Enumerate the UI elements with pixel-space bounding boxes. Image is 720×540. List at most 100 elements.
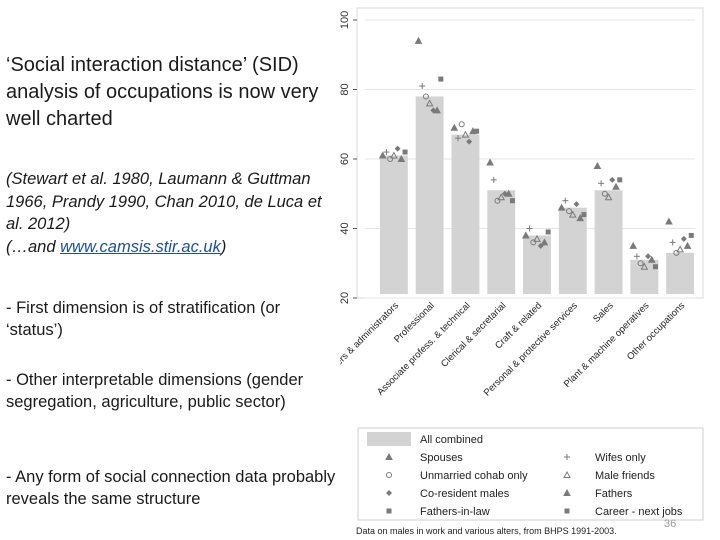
data-point: [450, 123, 459, 131]
data-point: [545, 229, 551, 235]
data-point: [386, 472, 392, 478]
data-point: [633, 253, 640, 260]
y-tick-label: 20: [340, 292, 351, 304]
data-point: [509, 198, 515, 204]
data-point: [604, 193, 613, 201]
data-point: [652, 264, 658, 270]
data-point: [474, 128, 480, 134]
legend-label: Spouses: [420, 452, 463, 464]
data-point: [601, 190, 608, 197]
data-point: [680, 235, 687, 242]
data-point: [497, 193, 506, 201]
camsis-link[interactable]: www.camsis.stir.ac.uk: [60, 237, 221, 256]
data-point: [402, 149, 408, 155]
data-point: [466, 138, 473, 145]
bar: [487, 190, 516, 294]
data-point: [557, 203, 566, 211]
legend-label: Wifes only: [595, 452, 646, 464]
data-point: [688, 232, 694, 238]
data-point: [455, 135, 462, 142]
legend-label: Male friends: [595, 470, 655, 482]
data-point: [419, 83, 426, 90]
data-point: [647, 255, 656, 263]
data-point: [521, 231, 530, 239]
data-point: [386, 490, 392, 496]
data-point: [564, 454, 570, 460]
bar: [379, 155, 408, 294]
bullet-social-connection: - Any form of social connection data pro…: [6, 468, 336, 508]
data-point: [461, 130, 470, 138]
data-point: [576, 214, 585, 222]
legend-box: [357, 427, 704, 521]
data-point: [563, 488, 571, 496]
bar: [558, 207, 587, 294]
data-point: [581, 212, 587, 218]
legend-label: Co-resident males: [420, 488, 510, 500]
data-point: [669, 239, 676, 246]
bar: [415, 96, 444, 294]
citation-block: (Stewart et al. 1980, Laumann & Guttman …: [6, 168, 336, 258]
data-point: [458, 121, 465, 128]
data-point: [645, 253, 652, 260]
legend-label: Career - next jobs: [595, 506, 683, 518]
bullet-other-dimensions: - Other interpretable dimensions (gender…: [6, 371, 304, 411]
legend-label: Fathers-in-law: [420, 506, 490, 518]
y-tick-label: 60: [340, 153, 351, 165]
data-point: [394, 145, 401, 152]
data-point: [568, 210, 577, 218]
data-point: [573, 201, 580, 208]
data-point: [387, 156, 394, 162]
slide-number: 36: [664, 518, 677, 530]
legend-label: Fathers: [595, 488, 633, 500]
data-point: [540, 238, 549, 246]
data-point: [683, 241, 692, 249]
y-tick-label: 100: [340, 11, 351, 29]
chart-note: Data on males in work and various alters…: [356, 526, 617, 536]
data-point: [425, 99, 434, 107]
data-point: [612, 182, 620, 190]
data-point: [637, 260, 644, 267]
legend-label: Unmarried cohab only: [420, 470, 528, 482]
x-category-label: Sales: [591, 300, 616, 325]
bar: [594, 190, 623, 294]
data-point: [386, 508, 392, 514]
data-point: [378, 151, 387, 159]
y-tick-label: 40: [340, 222, 351, 234]
data-point: [504, 189, 513, 197]
data-point: [593, 161, 602, 169]
data-point: [383, 149, 390, 156]
data-point: [422, 93, 429, 100]
data-point: [563, 470, 571, 478]
data-point: [430, 107, 437, 114]
data-point: [609, 176, 616, 183]
data-point: [676, 245, 684, 253]
legend-label: All combined: [420, 434, 483, 446]
citation-suffix: ): [220, 237, 227, 256]
slide-title: ‘Social interaction distance’ (SID) anal…: [6, 54, 319, 130]
x-category-label: Clerical & secretarial: [439, 300, 508, 369]
citation-prefix: (…and: [6, 237, 61, 256]
data-point: [562, 197, 569, 204]
data-point: [533, 234, 541, 242]
data-point: [564, 508, 570, 514]
data-point: [490, 176, 497, 183]
data-point: [414, 36, 423, 44]
data-point: [390, 151, 398, 159]
legend-swatch: [367, 432, 411, 446]
bullet-stratification: - First dimension is of stratification (…: [6, 299, 281, 339]
data-point: [433, 106, 441, 114]
bar: [666, 252, 695, 294]
data-point: [566, 208, 573, 215]
data-point: [494, 197, 501, 204]
data-point: [673, 249, 680, 256]
data-point: [385, 452, 393, 460]
data-point: [598, 180, 605, 187]
data-point: [665, 217, 673, 225]
data-point: [640, 262, 649, 270]
data-point: [397, 154, 406, 162]
data-point: [617, 177, 623, 183]
bar: [451, 134, 480, 294]
data-point: [629, 241, 638, 249]
data-point: [530, 239, 537, 246]
